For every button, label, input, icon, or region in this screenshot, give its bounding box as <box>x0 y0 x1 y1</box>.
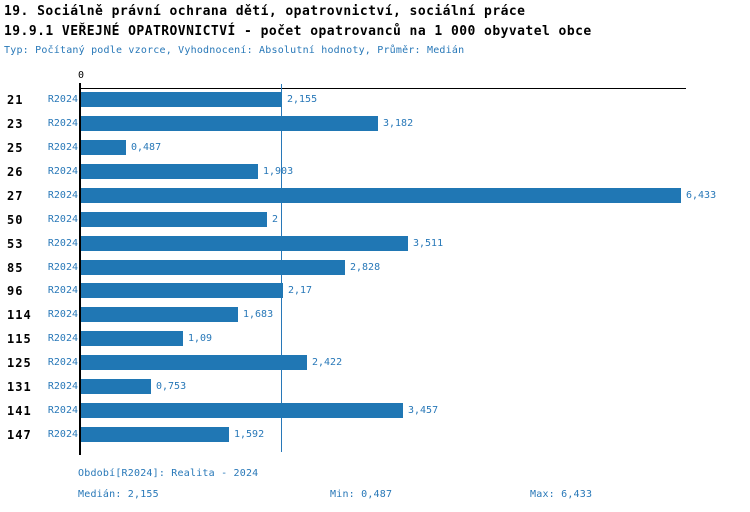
bar <box>81 140 126 155</box>
chart-row: 131 R2024 0,753 <box>0 379 750 394</box>
chart-row: 27 R2024 6,433 <box>0 188 750 203</box>
report-section-title: 19. Sociálně právní ochrana dětí, opatro… <box>4 4 526 19</box>
stat-max-label: Max: 6,433 <box>530 489 593 500</box>
bar <box>81 260 345 275</box>
x-axis-line <box>80 88 686 89</box>
bar-value-label: 2 <box>272 214 279 225</box>
bar <box>81 92 282 107</box>
row-series-label: R2024 <box>47 309 78 320</box>
chart-row: 125 R2024 2,422 <box>0 355 750 370</box>
row-category-label: 115 <box>7 332 32 346</box>
bar-value-label: 2,828 <box>350 262 381 273</box>
row-series-label: R2024 <box>47 214 78 225</box>
bar <box>81 355 307 370</box>
legend-period-label: Období[R2024]: Realita - 2024 <box>78 468 259 479</box>
row-series-label: R2024 <box>47 285 78 296</box>
row-series-label: R2024 <box>47 262 78 273</box>
bar <box>81 236 408 251</box>
row-series-label: R2024 <box>47 94 78 105</box>
row-category-label: 21 <box>7 93 24 107</box>
stat-min-label: Min: 0,487 <box>330 489 393 500</box>
bar-value-label: 0,753 <box>156 381 187 392</box>
bar-value-label: 3,457 <box>408 405 439 416</box>
row-category-label: 131 <box>7 380 32 394</box>
row-category-label: 141 <box>7 404 32 418</box>
chart-row: 50 R2024 2 <box>0 212 750 227</box>
chart-row: 85 R2024 2,828 <box>0 260 750 275</box>
row-category-label: 26 <box>7 165 24 179</box>
row-series-label: R2024 <box>47 429 78 440</box>
row-series-label: R2024 <box>47 118 78 129</box>
stat-median-label: Medián: 2,155 <box>78 489 159 500</box>
bar <box>81 403 403 418</box>
row-category-label: 147 <box>7 428 32 442</box>
bar <box>81 331 183 346</box>
bar <box>81 212 267 227</box>
row-category-label: 50 <box>7 213 24 227</box>
chart-row: 147 R2024 1,592 <box>0 427 750 442</box>
bar <box>81 427 229 442</box>
bar-value-label: 1,09 <box>188 333 213 344</box>
bar <box>81 188 681 203</box>
row-category-label: 25 <box>7 141 24 155</box>
row-series-label: R2024 <box>47 405 78 416</box>
bar-value-label: 0,487 <box>131 142 162 153</box>
bar-value-label: 2,422 <box>312 357 343 368</box>
chart-title: 19.9.1 VEŘEJNÉ OPATROVNICTVÍ - počet opa… <box>4 24 592 39</box>
row-series-label: R2024 <box>47 381 78 392</box>
x-axis-zero-tick-label: 0 <box>77 70 85 81</box>
bar-value-label: 1,592 <box>234 429 265 440</box>
chart-row: 26 R2024 1,903 <box>0 164 750 179</box>
row-category-label: 125 <box>7 356 32 370</box>
chart-row: 141 R2024 3,457 <box>0 403 750 418</box>
row-series-label: R2024 <box>47 190 78 201</box>
chart-row: 114 R2024 1,683 <box>0 307 750 322</box>
chart-row: 115 R2024 1,09 <box>0 331 750 346</box>
row-category-label: 27 <box>7 189 24 203</box>
bar-value-label: 6,433 <box>686 190 717 201</box>
row-category-label: 85 <box>7 261 24 275</box>
row-series-label: R2024 <box>47 333 78 344</box>
chart-row: 53 R2024 3,511 <box>0 236 750 251</box>
row-series-label: R2024 <box>47 142 78 153</box>
row-category-label: 53 <box>7 237 24 251</box>
bar-value-label: 1,683 <box>243 309 274 320</box>
y-axis-line <box>79 83 81 455</box>
bar-value-label: 2,155 <box>287 94 318 105</box>
chart-row: 21 R2024 2,155 <box>0 92 750 107</box>
bar <box>81 116 378 131</box>
bar <box>81 164 258 179</box>
chart-meta-info: Typ: Počítaný podle vzorce, Vyhodnocení:… <box>4 45 465 56</box>
chart-row: 23 R2024 3,182 <box>0 116 750 131</box>
row-series-label: R2024 <box>47 166 78 177</box>
chart-row: 96 R2024 2,17 <box>0 283 750 298</box>
bar <box>81 379 151 394</box>
row-category-label: 96 <box>7 284 24 298</box>
row-series-label: R2024 <box>47 357 78 368</box>
bar-value-label: 2,17 <box>288 285 313 296</box>
bar-value-label: 3,511 <box>413 238 444 249</box>
row-category-label: 23 <box>7 117 24 131</box>
bar-value-label: 3,182 <box>383 118 414 129</box>
bar <box>81 307 238 322</box>
bar-value-label: 1,903 <box>263 166 294 177</box>
bar <box>81 283 283 298</box>
row-category-label: 114 <box>7 308 32 322</box>
chart-row: 25 R2024 0,487 <box>0 140 750 155</box>
row-series-label: R2024 <box>47 238 78 249</box>
